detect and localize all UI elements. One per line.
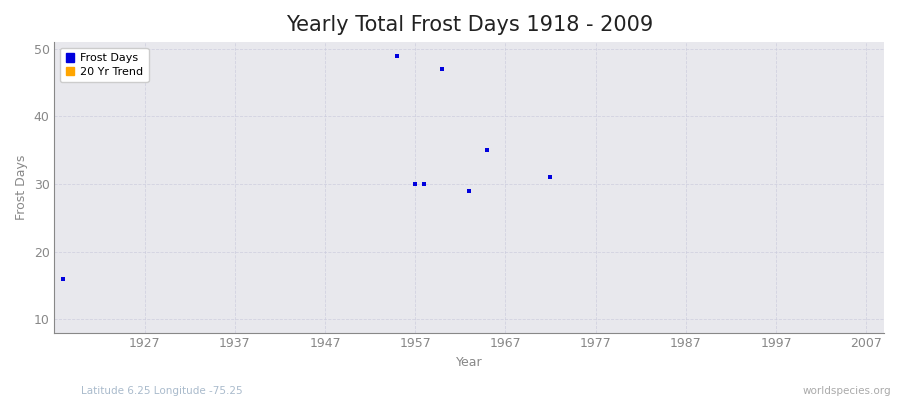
Y-axis label: Frost Days: Frost Days bbox=[15, 155, 28, 220]
Point bbox=[481, 147, 495, 153]
Title: Yearly Total Frost Days 1918 - 2009: Yearly Total Frost Days 1918 - 2009 bbox=[285, 15, 652, 35]
Point bbox=[408, 181, 422, 187]
X-axis label: Year: Year bbox=[456, 356, 482, 369]
Text: worldspecies.org: worldspecies.org bbox=[803, 386, 891, 396]
Point bbox=[417, 181, 431, 187]
Legend: Frost Days, 20 Yr Trend: Frost Days, 20 Yr Trend bbox=[60, 48, 148, 82]
Text: Latitude 6.25 Longitude -75.25: Latitude 6.25 Longitude -75.25 bbox=[81, 386, 243, 396]
Point bbox=[462, 188, 476, 194]
Point bbox=[56, 275, 70, 282]
Point bbox=[544, 174, 558, 180]
Point bbox=[435, 66, 449, 72]
Point bbox=[390, 52, 404, 59]
